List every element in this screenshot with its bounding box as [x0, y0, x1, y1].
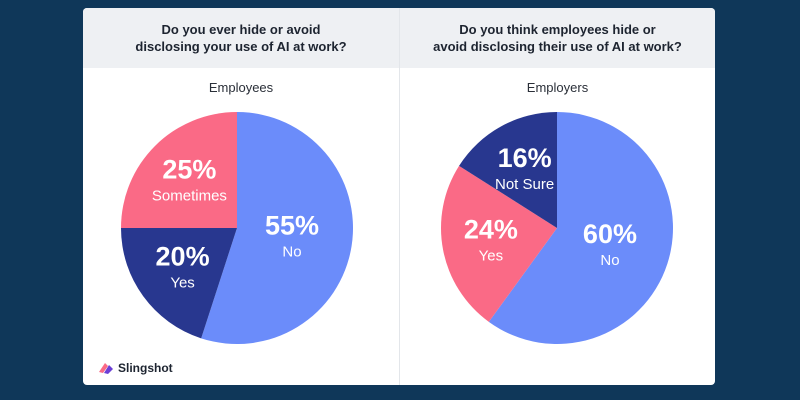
brand-logo: Slingshot — [97, 361, 173, 375]
employers-panel: Do you think employees hide or avoid dis… — [399, 8, 715, 385]
slice-category-label: No — [600, 252, 619, 269]
brand-name: Slingshot — [118, 361, 173, 375]
employees-pie-chart: 55% No 20% Yes 25% Sometimes — [83, 8, 399, 385]
slice-category-label: Not Sure — [495, 176, 554, 193]
slice-category-label: Sometimes — [152, 187, 227, 204]
slice-category-label: Yes — [479, 248, 503, 265]
slice-category-label: Yes — [170, 275, 194, 292]
employers-pie-chart: 60% No 24% Yes 16% Not Sure — [400, 8, 715, 385]
slice-percent-label: 25% — [162, 154, 216, 184]
slice-percent-label: 55% — [265, 211, 319, 241]
survey-card: Do you ever hide or avoid disclosing you… — [83, 8, 715, 385]
slice-percent-label: 20% — [156, 242, 210, 272]
slice-percent-label: 24% — [464, 215, 518, 245]
slingshot-logo-icon — [97, 361, 115, 375]
slice-percent-label: 16% — [498, 143, 552, 173]
employees-panel: Do you ever hide or avoid disclosing you… — [83, 8, 399, 385]
slice-percent-label: 60% — [583, 219, 637, 249]
slice-category-label: No — [282, 244, 301, 261]
